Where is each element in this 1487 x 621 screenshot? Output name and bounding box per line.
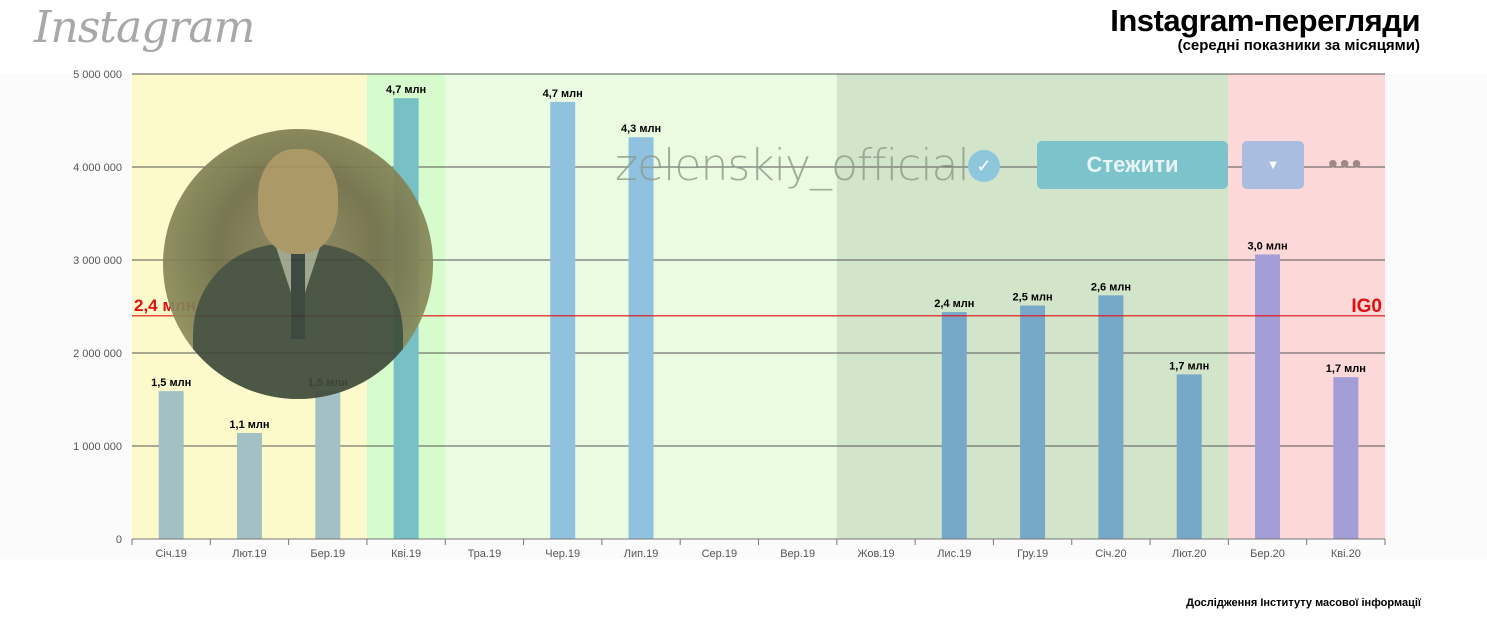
x-tick-label: Бер.19 (310, 548, 345, 560)
bar (315, 391, 341, 539)
x-tick-label: Лис.19 (937, 548, 971, 560)
instagram-logo: Instagram (34, 2, 255, 53)
photo-head (258, 149, 338, 254)
x-tick-label: Гру.19 (1017, 548, 1048, 560)
chart-title-block: Instagram-перегляди (середні показники з… (1110, 4, 1420, 54)
bar (1333, 377, 1359, 539)
y-tick-label: 0 (116, 534, 122, 546)
bar (1098, 295, 1124, 539)
photo-tie (291, 249, 305, 339)
x-tick-label: Лют.20 (1172, 548, 1206, 560)
x-tick-label: Жов.19 (857, 548, 894, 560)
x-tick-label: Лют.19 (232, 548, 266, 560)
bar (1020, 305, 1046, 539)
chart-subtitle: (середні показники за місяцями) (1177, 37, 1420, 54)
bar (1176, 374, 1202, 539)
data-label: 1,7 млн (1169, 360, 1209, 372)
x-tick-label: Бер.20 (1250, 548, 1285, 560)
x-tick-label: Вер.19 (780, 548, 815, 560)
x-tick-label: Чер.19 (545, 548, 580, 560)
profile-username: zelenskiy_official (615, 140, 970, 191)
x-tick-label: Тра.19 (468, 548, 502, 560)
data-label: 2,6 млн (1091, 281, 1131, 293)
data-label: 1,1 млн (229, 419, 269, 431)
chart-title: Instagram-перегляди (1110, 3, 1420, 38)
x-tick-label: Кві.20 (1331, 548, 1361, 560)
y-tick-label: 5 000 000 (73, 69, 122, 81)
y-tick-label: 1 000 000 (73, 441, 122, 453)
y-tick-label: 2 000 000 (73, 348, 122, 360)
x-tick-label: Січ.20 (1095, 548, 1126, 560)
follow-button[interactable]: Стежити (1037, 141, 1228, 189)
data-label: 4,3 млн (621, 123, 661, 135)
bar (941, 312, 967, 539)
x-tick-label: Лип.19 (624, 548, 659, 560)
source-note: Дослідження Інституту масової інформації (1186, 597, 1421, 609)
x-tick-label: Січ.19 (155, 548, 186, 560)
data-label: 4,7 млн (386, 84, 426, 96)
verified-badge-icon: ✓ (968, 150, 1000, 182)
more-options-icon[interactable]: ••• (1328, 148, 1364, 179)
data-label: 1,7 млн (1326, 363, 1366, 375)
reference-label-right: IG0 (1351, 296, 1382, 317)
data-label: 4,7 млн (543, 88, 583, 100)
profile-photo (163, 129, 433, 399)
bar (236, 432, 262, 539)
bar (550, 101, 576, 540)
data-label: 1,5 млн (151, 377, 191, 389)
bar (1255, 254, 1281, 540)
x-tick-label: Кві.19 (391, 548, 421, 560)
bar (158, 391, 184, 539)
y-tick-label: 4 000 000 (73, 162, 122, 174)
data-label: 2,4 млн (934, 298, 974, 310)
x-tick-label: Сер.19 (702, 548, 737, 560)
bar (628, 137, 654, 540)
dropdown-chevron-icon[interactable]: ▼ (1242, 141, 1304, 189)
data-label: 3,0 млн (1247, 240, 1287, 252)
data-label: 2,5 млн (1013, 292, 1053, 304)
y-tick-label: 3 000 000 (73, 255, 122, 267)
